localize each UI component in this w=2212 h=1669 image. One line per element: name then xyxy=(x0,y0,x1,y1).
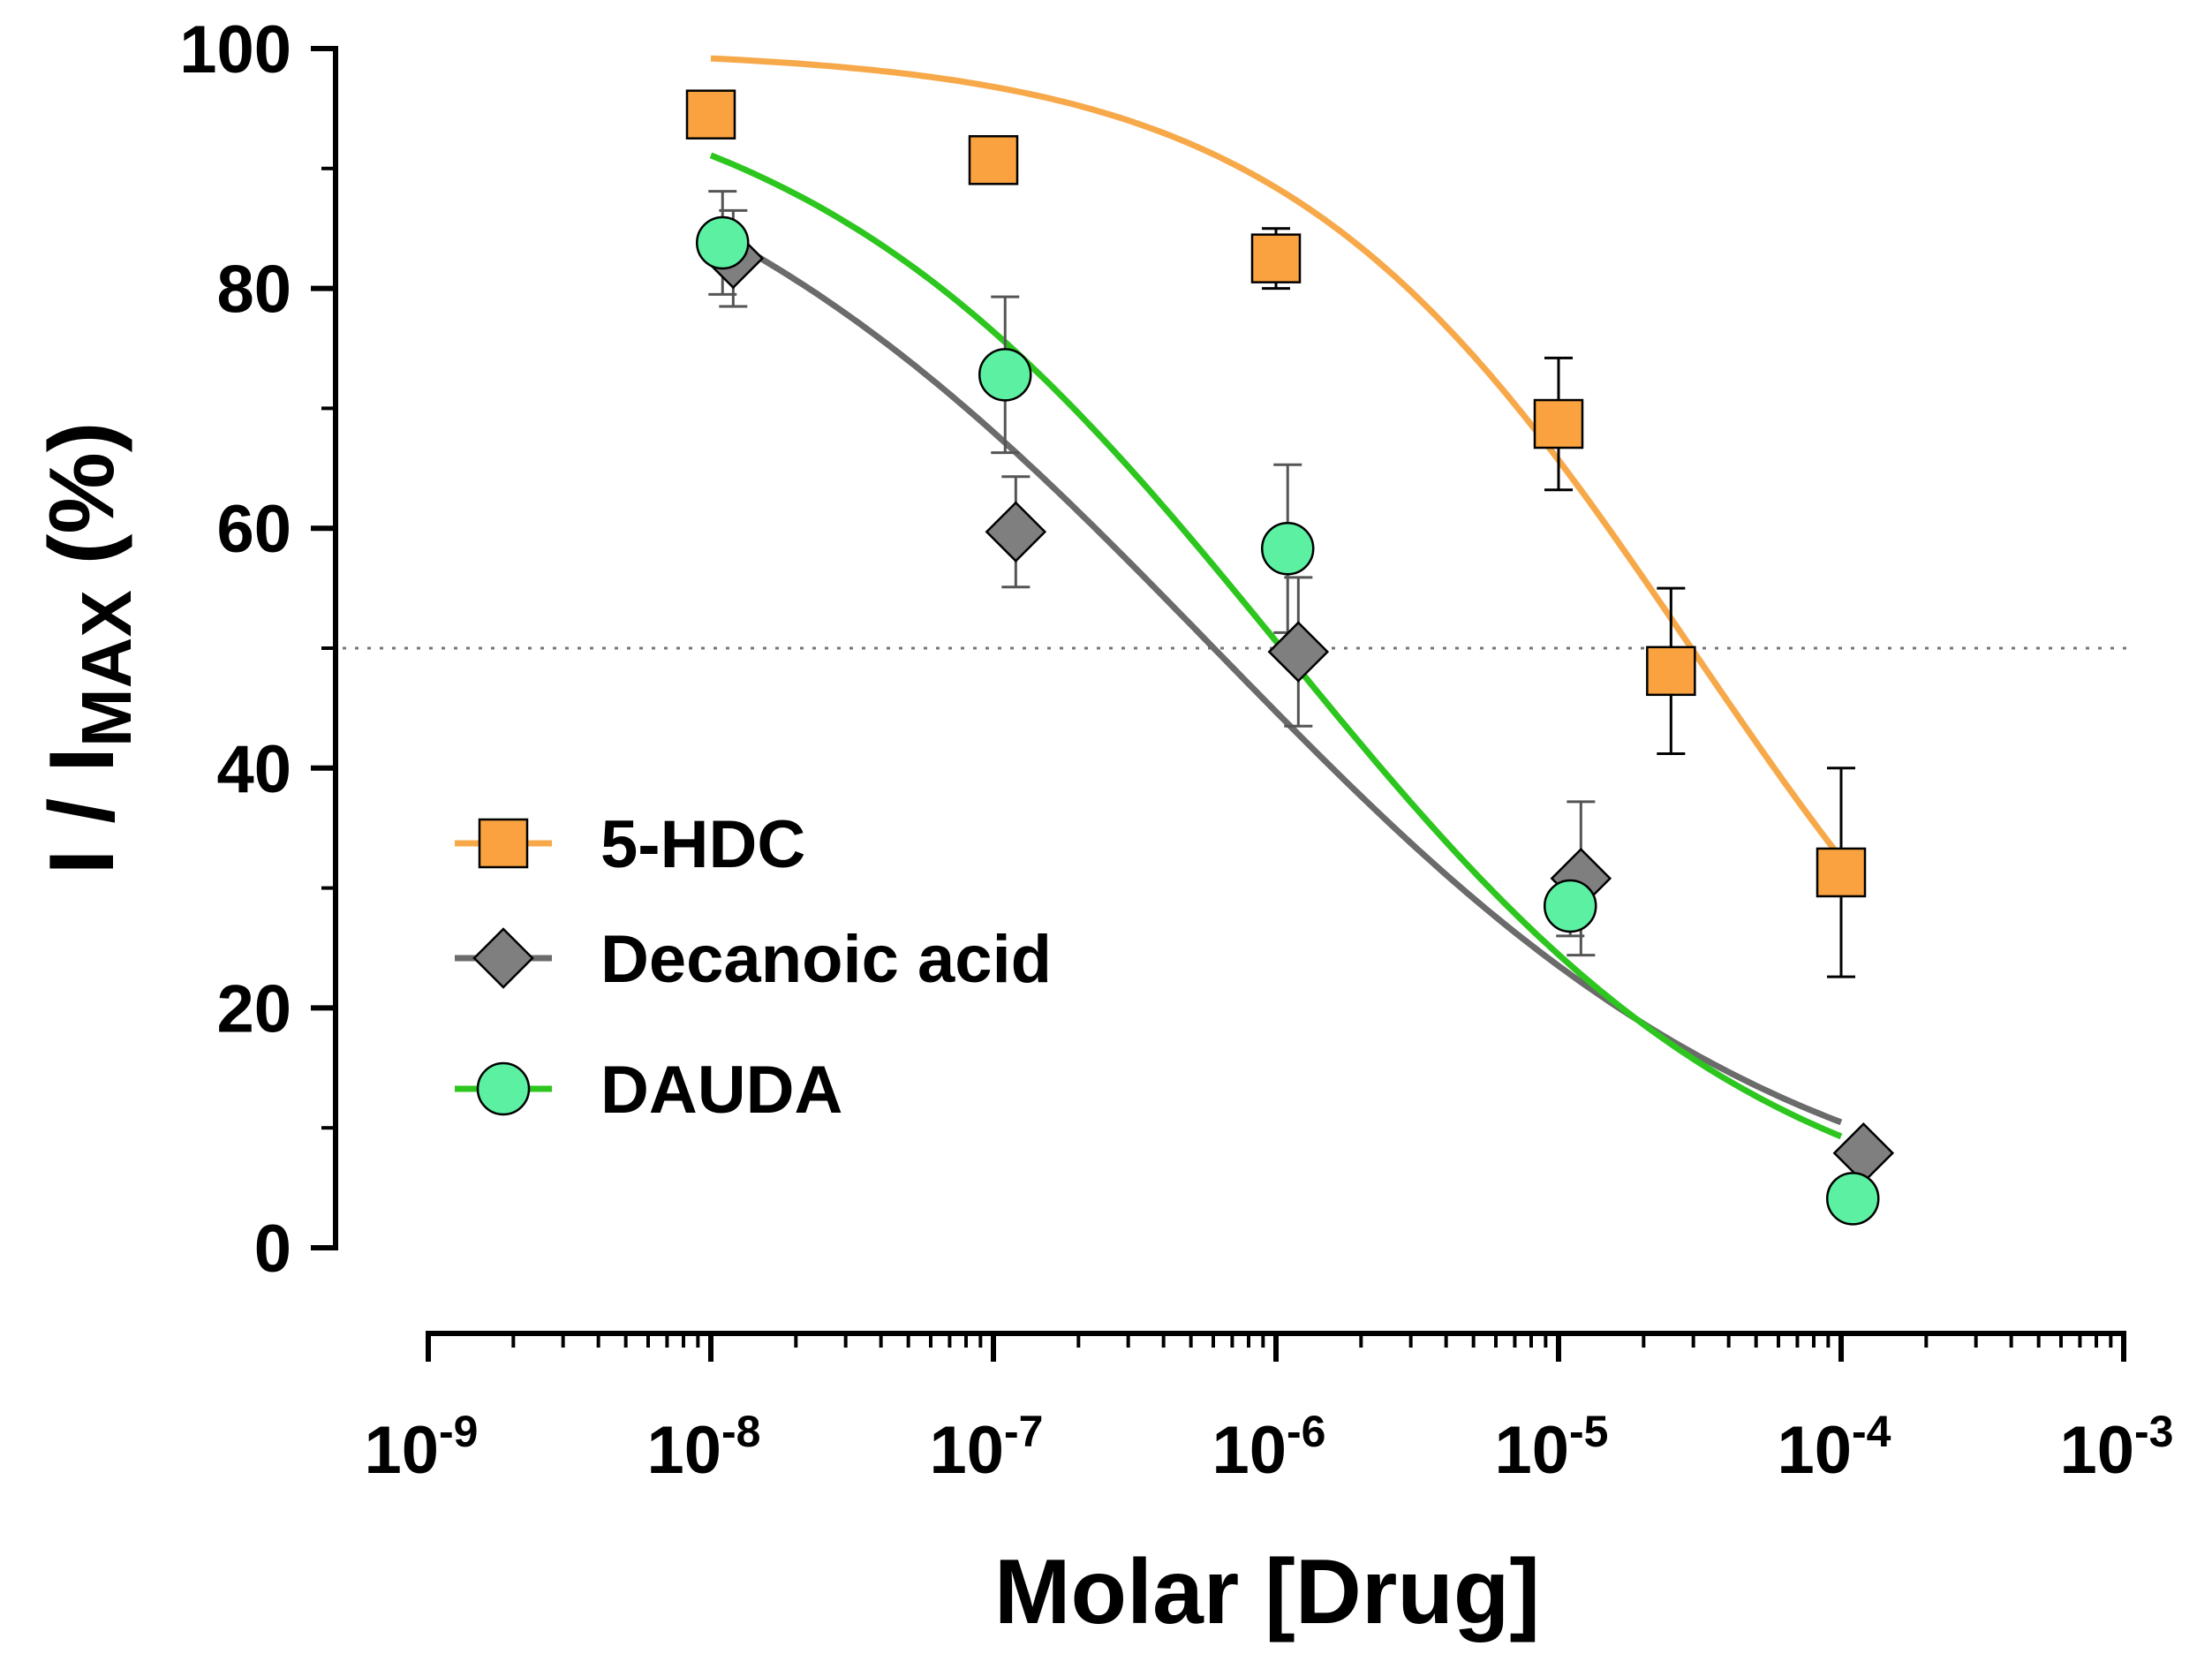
data-point-dauda xyxy=(695,215,750,270)
x-tick-label: 10-7 xyxy=(929,1407,1043,1488)
y-axis-title-suffix: (%) xyxy=(31,422,133,591)
data-point-5-hdc xyxy=(1646,646,1696,697)
x-tick-label: 10-5 xyxy=(1494,1407,1608,1488)
data-point-5-hdc xyxy=(1816,847,1867,898)
y-tick-label: 40 xyxy=(216,732,291,807)
data-point-5-hdc xyxy=(685,89,736,140)
fit-curve-5-hdc xyxy=(710,55,1844,861)
y-axis-title-main: I / I xyxy=(31,747,133,874)
data-point-decanoic-acid xyxy=(1832,1121,1895,1184)
y-tick-label: 100 xyxy=(179,12,291,87)
legend-label-decanoic-acid: Decanoic acid xyxy=(600,922,1052,997)
x-tick-label: 10-6 xyxy=(1212,1407,1325,1488)
data-point-5-hdc xyxy=(1533,398,1584,449)
x-axis-title: Molar [Drug] xyxy=(994,1541,1540,1643)
data-point-5-hdc xyxy=(1250,233,1302,283)
data-point-5-hdc xyxy=(968,135,1019,185)
y-axis-title-subscript: MAX xyxy=(67,590,146,747)
data-point-dauda xyxy=(1543,879,1597,933)
x-tick-label: 10-4 xyxy=(1777,1407,1891,1488)
x-tick-label: 10-8 xyxy=(646,1407,760,1488)
y-tick-label: 20 xyxy=(216,971,291,1046)
y-tick-label: 0 xyxy=(254,1212,291,1287)
y-tick-label: 60 xyxy=(216,492,291,567)
x-tick-label: 10-3 xyxy=(2059,1407,2173,1488)
data-point-decanoic-acid xyxy=(985,501,1047,563)
y-tick-label: 80 xyxy=(216,253,291,328)
legend: 5-HDC Decanoic acid DAUDA xyxy=(455,807,1052,1128)
legend-label-5-hdc: 5-HDC xyxy=(600,807,805,882)
y-axis-title: I / IMAX (%) xyxy=(31,422,146,875)
legend-label-dauda: DAUDA xyxy=(600,1053,842,1128)
legend-marker-decanoic-acid xyxy=(472,927,534,989)
data-point-dauda xyxy=(1260,522,1315,576)
x-tick-label: 10-9 xyxy=(364,1407,478,1488)
legend-marker-dauda xyxy=(476,1061,531,1116)
fit-curve-dauda xyxy=(709,152,1843,1140)
legend-marker-5-hdc xyxy=(478,818,529,869)
data-point-dauda xyxy=(1825,1172,1880,1226)
data-point-decanoic-acid xyxy=(1267,621,1330,683)
data-point-dauda xyxy=(978,348,1032,402)
